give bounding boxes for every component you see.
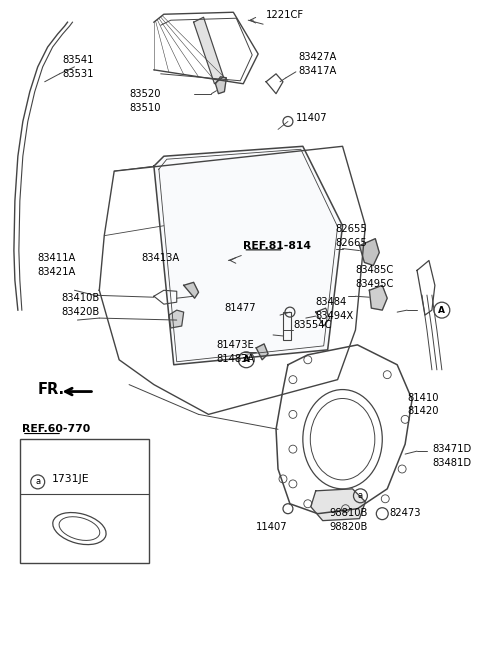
Text: 83471D: 83471D (432, 444, 471, 454)
Text: 1731JE: 1731JE (52, 474, 89, 484)
Text: 83485C: 83485C (356, 265, 394, 275)
Text: A: A (243, 355, 250, 364)
Text: 83484: 83484 (316, 297, 347, 307)
Text: 82473: 82473 (389, 508, 421, 518)
Text: 81477: 81477 (224, 303, 256, 313)
Polygon shape (184, 283, 199, 298)
Text: 82655: 82655 (336, 224, 367, 234)
Bar (283, 312, 291, 340)
Text: 98810B: 98810B (330, 508, 368, 518)
Text: 83413A: 83413A (141, 254, 179, 263)
Text: 83520: 83520 (129, 89, 161, 99)
Text: REF.60-770: REF.60-770 (22, 424, 90, 434)
Text: 83494X: 83494X (316, 311, 354, 321)
Text: 83427A: 83427A (298, 52, 336, 62)
Text: REF.81-814: REF.81-814 (243, 240, 311, 250)
Text: 1221CF: 1221CF (266, 11, 304, 20)
Text: 83420B: 83420B (61, 307, 100, 317)
Text: 98820B: 98820B (330, 522, 368, 532)
Text: a: a (35, 478, 40, 486)
Polygon shape (311, 489, 365, 520)
Text: FR.: FR. (38, 382, 65, 397)
Polygon shape (193, 17, 223, 83)
Text: 83554C: 83554C (293, 320, 331, 330)
Text: 11407: 11407 (256, 522, 288, 532)
Polygon shape (154, 147, 343, 365)
Text: 83510: 83510 (129, 102, 161, 112)
Text: 83531: 83531 (62, 69, 94, 79)
Text: 83410B: 83410B (61, 293, 100, 304)
Polygon shape (216, 77, 227, 94)
Text: 83481D: 83481D (432, 458, 471, 468)
Text: 81420: 81420 (407, 407, 439, 417)
Polygon shape (169, 310, 184, 328)
Text: 81410: 81410 (407, 392, 439, 403)
Text: 83495C: 83495C (356, 279, 394, 289)
Polygon shape (256, 344, 268, 360)
Text: A: A (438, 306, 445, 315)
Text: 81473E: 81473E (216, 340, 254, 350)
Text: 83417A: 83417A (298, 66, 336, 76)
Polygon shape (370, 285, 387, 310)
Text: 83421A: 83421A (38, 267, 76, 277)
Bar (20, 440, 149, 563)
Text: 81483A: 81483A (216, 353, 255, 364)
Text: 83411A: 83411A (38, 254, 76, 263)
Text: a: a (358, 491, 363, 501)
Text: 83541: 83541 (62, 55, 94, 65)
Text: 11407: 11407 (296, 112, 327, 122)
Text: 82665: 82665 (336, 238, 367, 248)
Polygon shape (360, 238, 379, 265)
